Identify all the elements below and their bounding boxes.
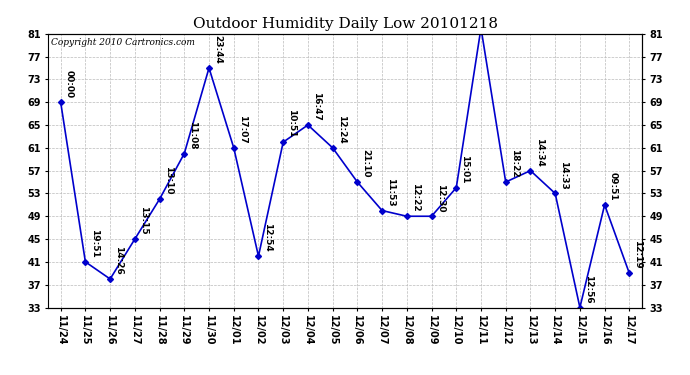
Text: 12:54: 12:54 bbox=[263, 223, 272, 252]
Text: 12:19: 12:19 bbox=[633, 240, 642, 269]
Text: 12:24: 12:24 bbox=[337, 115, 346, 144]
Text: 23:44: 23:44 bbox=[213, 35, 222, 64]
Text: 12:56: 12:56 bbox=[584, 275, 593, 303]
Text: 12:22: 12:22 bbox=[411, 183, 420, 212]
Text: 13:15: 13:15 bbox=[139, 206, 148, 235]
Text: 16:47: 16:47 bbox=[312, 92, 321, 121]
Text: 14:26: 14:26 bbox=[115, 246, 124, 275]
Text: 11:53: 11:53 bbox=[386, 178, 395, 206]
Text: 00:00: 00:00 bbox=[0, 374, 1, 375]
Text: 14:34: 14:34 bbox=[535, 138, 544, 166]
Text: 12:30: 12:30 bbox=[435, 184, 444, 212]
Title: Outdoor Humidity Daily Low 20101218: Outdoor Humidity Daily Low 20101218 bbox=[193, 17, 497, 31]
Text: 09:51: 09:51 bbox=[609, 172, 618, 201]
Text: 10:51: 10:51 bbox=[287, 110, 296, 138]
Text: 00:00: 00:00 bbox=[65, 70, 74, 98]
Text: 19:51: 19:51 bbox=[90, 229, 99, 258]
Text: 14:33: 14:33 bbox=[560, 160, 569, 189]
Text: 17:07: 17:07 bbox=[238, 115, 247, 144]
Text: 13:10: 13:10 bbox=[164, 166, 172, 195]
Text: 18:22: 18:22 bbox=[510, 149, 519, 178]
Text: Copyright 2010 Cartronics.com: Copyright 2010 Cartronics.com bbox=[51, 38, 195, 47]
Text: 21:10: 21:10 bbox=[362, 149, 371, 178]
Text: 15:01: 15:01 bbox=[460, 155, 469, 184]
Text: 11:08: 11:08 bbox=[188, 121, 197, 149]
